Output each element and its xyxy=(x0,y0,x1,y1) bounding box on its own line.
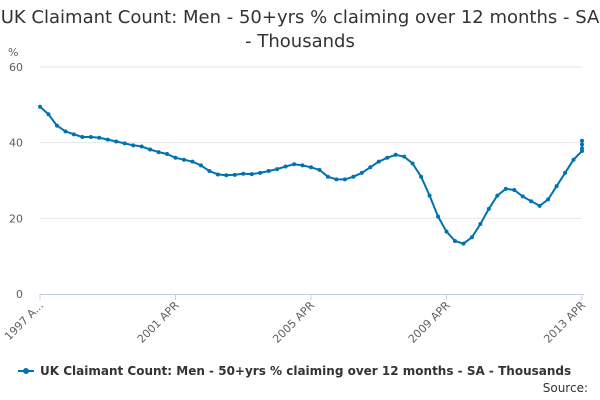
data-point[interactable] xyxy=(181,157,186,162)
data-point[interactable] xyxy=(580,138,584,143)
data-point[interactable] xyxy=(54,123,59,128)
data-point[interactable] xyxy=(207,169,212,174)
data-point[interactable] xyxy=(71,132,76,137)
data-point[interactable] xyxy=(554,184,559,189)
data-point[interactable] xyxy=(580,142,584,147)
data-point[interactable] xyxy=(80,134,85,139)
data-point[interactable] xyxy=(469,235,474,240)
data-point[interactable] xyxy=(520,194,525,199)
data-point[interactable] xyxy=(317,167,322,172)
data-point[interactable] xyxy=(563,170,568,175)
data-point[interactable] xyxy=(165,152,170,157)
data-point[interactable] xyxy=(342,177,347,182)
data-point[interactable] xyxy=(215,172,220,177)
data-point[interactable] xyxy=(258,170,263,175)
data-point[interactable] xyxy=(393,152,398,157)
x-tick-label: 1997 A... xyxy=(2,299,46,343)
data-point[interactable] xyxy=(122,141,127,146)
legend-label: UK Claimant Count: Men - 50+yrs % claimi… xyxy=(40,364,572,378)
y-tick-labels: 0 20 40 60 xyxy=(9,61,23,301)
data-point[interactable] xyxy=(241,171,246,176)
chart-title: UK Claimant Count: Men - 50+yrs % claimi… xyxy=(0,7,600,52)
data-point[interactable] xyxy=(478,222,483,227)
data-point[interactable] xyxy=(97,135,102,140)
data-point[interactable] xyxy=(224,173,229,178)
grid-lines xyxy=(40,66,582,219)
legend-line-marker-icon xyxy=(18,366,34,376)
x-tick-label: 2005 APR xyxy=(270,299,317,346)
data-point[interactable] xyxy=(139,144,144,149)
data-point[interactable] xyxy=(503,186,508,191)
data-point[interactable] xyxy=(190,159,195,164)
data-point[interactable] xyxy=(351,174,356,179)
data-point[interactable] xyxy=(546,197,551,202)
data-point[interactable] xyxy=(376,159,381,164)
data-point[interactable] xyxy=(46,112,51,117)
data-point[interactable] xyxy=(359,170,364,175)
data-point[interactable] xyxy=(283,164,288,169)
data-point[interactable] xyxy=(402,154,407,159)
data-point[interactable] xyxy=(309,165,313,170)
data-point[interactable] xyxy=(156,150,161,155)
x-tick-label: 2009 APR xyxy=(406,299,453,346)
data-point[interactable] xyxy=(334,177,339,182)
data-point[interactable] xyxy=(452,239,457,244)
x-tick-labels: 1997 A... 2001 APR 2005 APR 2009 APR 2013 AP… xyxy=(2,299,588,346)
data-point[interactable] xyxy=(198,163,203,168)
data-point[interactable] xyxy=(512,187,517,192)
data-point[interactable] xyxy=(486,206,491,211)
axes xyxy=(39,294,584,300)
data-point[interactable] xyxy=(410,161,415,166)
data-point[interactable] xyxy=(495,193,500,198)
y-tick-label: 0 xyxy=(16,288,23,301)
data-point[interactable] xyxy=(300,163,305,168)
series-line xyxy=(39,105,583,245)
y-tick-label: 40 xyxy=(9,137,23,150)
data-point[interactable] xyxy=(131,143,136,148)
y-tick-label: 20 xyxy=(9,212,23,225)
data-point[interactable] xyxy=(63,129,68,134)
data-point[interactable] xyxy=(571,157,576,162)
data-point[interactable] xyxy=(266,169,271,174)
data-point[interactable] xyxy=(580,146,584,151)
y-unit-label: % xyxy=(8,46,18,59)
data-point[interactable] xyxy=(325,174,330,179)
source-label: Source: xyxy=(542,381,588,395)
data-point[interactable] xyxy=(173,155,178,160)
data-point[interactable] xyxy=(38,104,42,109)
data-point[interactable] xyxy=(461,241,466,246)
y-tick-label: 60 xyxy=(9,61,23,74)
legend[interactable]: UK Claimant Count: Men - 50+yrs % claimi… xyxy=(18,364,571,378)
data-point[interactable] xyxy=(292,162,297,167)
data-point[interactable] xyxy=(529,199,534,204)
data-point[interactable] xyxy=(249,172,254,177)
data-point[interactable] xyxy=(385,155,390,160)
data-point[interactable] xyxy=(88,134,93,139)
data-point[interactable] xyxy=(419,174,424,179)
x-tick-label: 2013 APR xyxy=(541,299,588,346)
data-point[interactable] xyxy=(427,193,432,198)
x-tick-label: 2001 APR xyxy=(135,299,182,346)
data-point[interactable] xyxy=(114,139,119,144)
data-point[interactable] xyxy=(105,137,110,142)
data-point[interactable] xyxy=(275,167,280,172)
series xyxy=(38,104,584,246)
data-point[interactable] xyxy=(232,172,237,177)
data-point[interactable] xyxy=(444,229,449,234)
data-point[interactable] xyxy=(148,147,153,152)
data-point[interactable] xyxy=(368,165,373,170)
data-point[interactable] xyxy=(436,214,441,219)
data-point[interactable] xyxy=(537,203,542,208)
